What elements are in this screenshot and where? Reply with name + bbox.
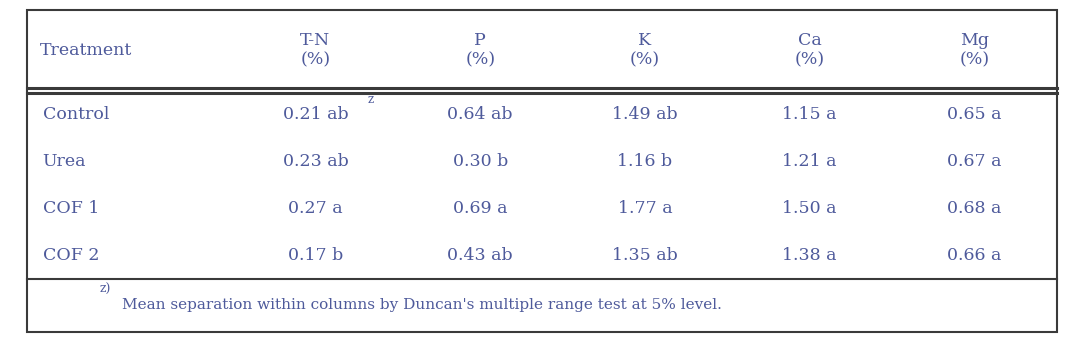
Text: 0.30 b: 0.30 b bbox=[453, 153, 507, 170]
Text: P
(%): P (%) bbox=[465, 32, 495, 69]
Text: 0.27 a: 0.27 a bbox=[288, 200, 343, 217]
Text: 1.49 ab: 1.49 ab bbox=[612, 106, 678, 123]
Text: T-N
(%): T-N (%) bbox=[300, 32, 331, 69]
Text: Urea: Urea bbox=[42, 153, 86, 170]
Text: 0.65 a: 0.65 a bbox=[947, 106, 1002, 123]
Text: COF 1: COF 1 bbox=[42, 200, 99, 217]
Text: 0.69 a: 0.69 a bbox=[453, 200, 507, 217]
Text: 1.35 ab: 1.35 ab bbox=[612, 247, 678, 264]
Text: 0.66 a: 0.66 a bbox=[947, 247, 1002, 264]
Text: 1.21 a: 1.21 a bbox=[783, 153, 837, 170]
Text: Control: Control bbox=[42, 106, 108, 123]
Text: 1.38 a: 1.38 a bbox=[783, 247, 837, 264]
Text: 1.50 a: 1.50 a bbox=[783, 200, 837, 217]
Text: 0.68 a: 0.68 a bbox=[947, 200, 1002, 217]
Text: 0.64 ab: 0.64 ab bbox=[448, 106, 513, 123]
Text: 1.16 b: 1.16 b bbox=[618, 153, 672, 170]
Text: 0.17 b: 0.17 b bbox=[288, 247, 343, 264]
Text: COF 2: COF 2 bbox=[42, 247, 99, 264]
Text: 0.23 ab: 0.23 ab bbox=[283, 153, 348, 170]
Text: 1.15 a: 1.15 a bbox=[783, 106, 837, 123]
Text: Mean separation within columns by Duncan's multiple range test at 5% level.: Mean separation within columns by Duncan… bbox=[121, 298, 722, 312]
Text: 0.43 ab: 0.43 ab bbox=[448, 247, 513, 264]
Text: 0.21 ab: 0.21 ab bbox=[283, 106, 348, 123]
Text: K
(%): K (%) bbox=[630, 32, 660, 69]
Text: Ca
(%): Ca (%) bbox=[795, 32, 825, 69]
Text: z): z) bbox=[99, 283, 111, 297]
Text: 0.67 a: 0.67 a bbox=[947, 153, 1002, 170]
Text: Mg
(%): Mg (%) bbox=[959, 32, 990, 69]
Text: z: z bbox=[367, 93, 374, 106]
Text: 1.77 a: 1.77 a bbox=[618, 200, 672, 217]
Text: Treatment: Treatment bbox=[39, 42, 132, 59]
